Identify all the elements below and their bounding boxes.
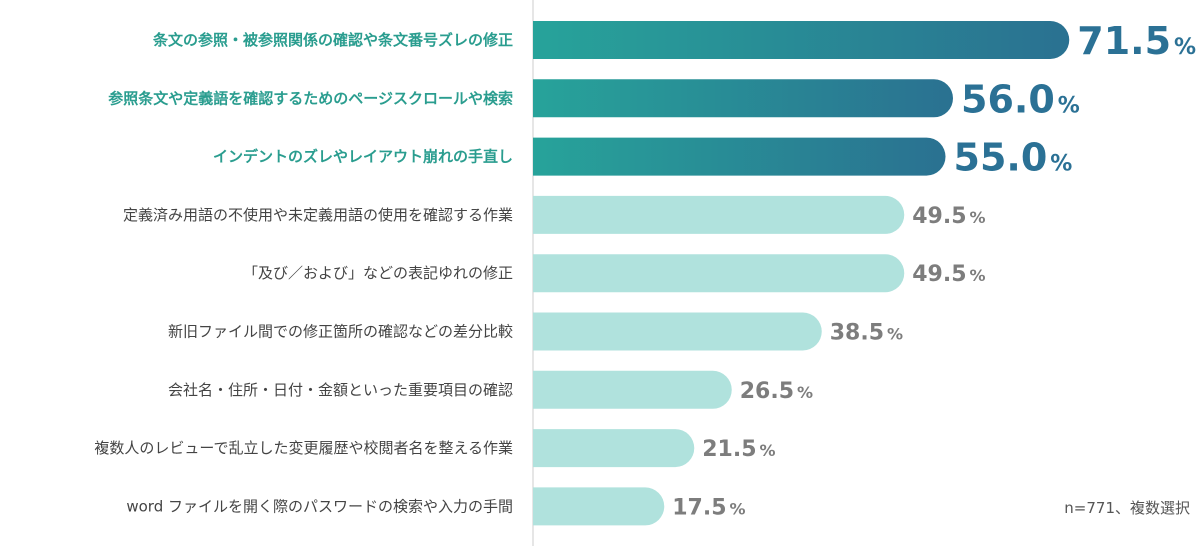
data-label: 71.5% (1077, 19, 1196, 63)
data-label-unit: % (970, 266, 986, 285)
category-label: 新旧ファイル間での修正箇所の確認などの差分比較 (168, 323, 513, 341)
sample-size-note: n=771、複数選択 (1064, 499, 1190, 517)
data-label-value: 17.5 (672, 495, 726, 520)
data-label-value: 71.5 (1077, 19, 1171, 63)
bar (533, 195, 905, 234)
category-label: 定義済み用語の不使用や未定義用語の使用を確認する作業 (123, 206, 513, 224)
category-label: 会社名・住所・日付・金額といった重要項目の確認 (168, 381, 513, 399)
bar (533, 429, 695, 468)
category-label: word ファイルを開く際のパスワードの検索や入力の手間 (126, 497, 513, 515)
bar (533, 487, 665, 526)
bar (533, 137, 946, 176)
bar (533, 254, 905, 293)
bar (533, 21, 1070, 59)
data-label: 17.5% (672, 495, 745, 520)
data-label: 49.5% (912, 204, 985, 229)
category-label: 複数人のレビューで乱立した変更履歴や校閲者名を整える作業 (94, 439, 513, 457)
data-label-value: 26.5 (740, 379, 794, 404)
data-label-unit: % (970, 208, 986, 227)
bar (533, 370, 732, 409)
category-label: 参照条文や定義語を確認するためのページスクロールや検索 (108, 89, 513, 107)
data-label-value: 21.5 (702, 437, 756, 462)
data-label: 55.0% (954, 136, 1073, 180)
category-label: 「及び／および」などの表記ゆれの修正 (243, 264, 513, 282)
bar (533, 79, 953, 118)
category-label: インデントのズレやレイアウト崩れの手直し (213, 148, 513, 166)
category-label: 条文の参照・被参照関係の確認や条文番号ズレの修正 (152, 31, 513, 49)
data-label: 21.5% (702, 437, 775, 462)
data-label-unit: % (797, 383, 813, 402)
data-label-value: 38.5 (830, 321, 884, 346)
data-label-unit: % (730, 499, 746, 518)
data-label-value: 49.5 (912, 262, 966, 287)
data-label: 26.5% (740, 379, 813, 404)
data-label-unit: % (1058, 93, 1080, 118)
data-label-value: 49.5 (912, 204, 966, 229)
data-label: 49.5% (912, 262, 985, 287)
data-label-unit: % (1174, 35, 1196, 60)
data-label: 38.5% (830, 321, 903, 346)
data-label: 56.0% (961, 77, 1080, 121)
data-label-unit: % (1050, 152, 1072, 177)
bar (533, 312, 822, 351)
data-label-value: 55.0 (954, 136, 1048, 180)
data-label-unit: % (887, 325, 903, 344)
data-label-value: 56.0 (961, 77, 1055, 121)
data-label-unit: % (760, 441, 776, 460)
